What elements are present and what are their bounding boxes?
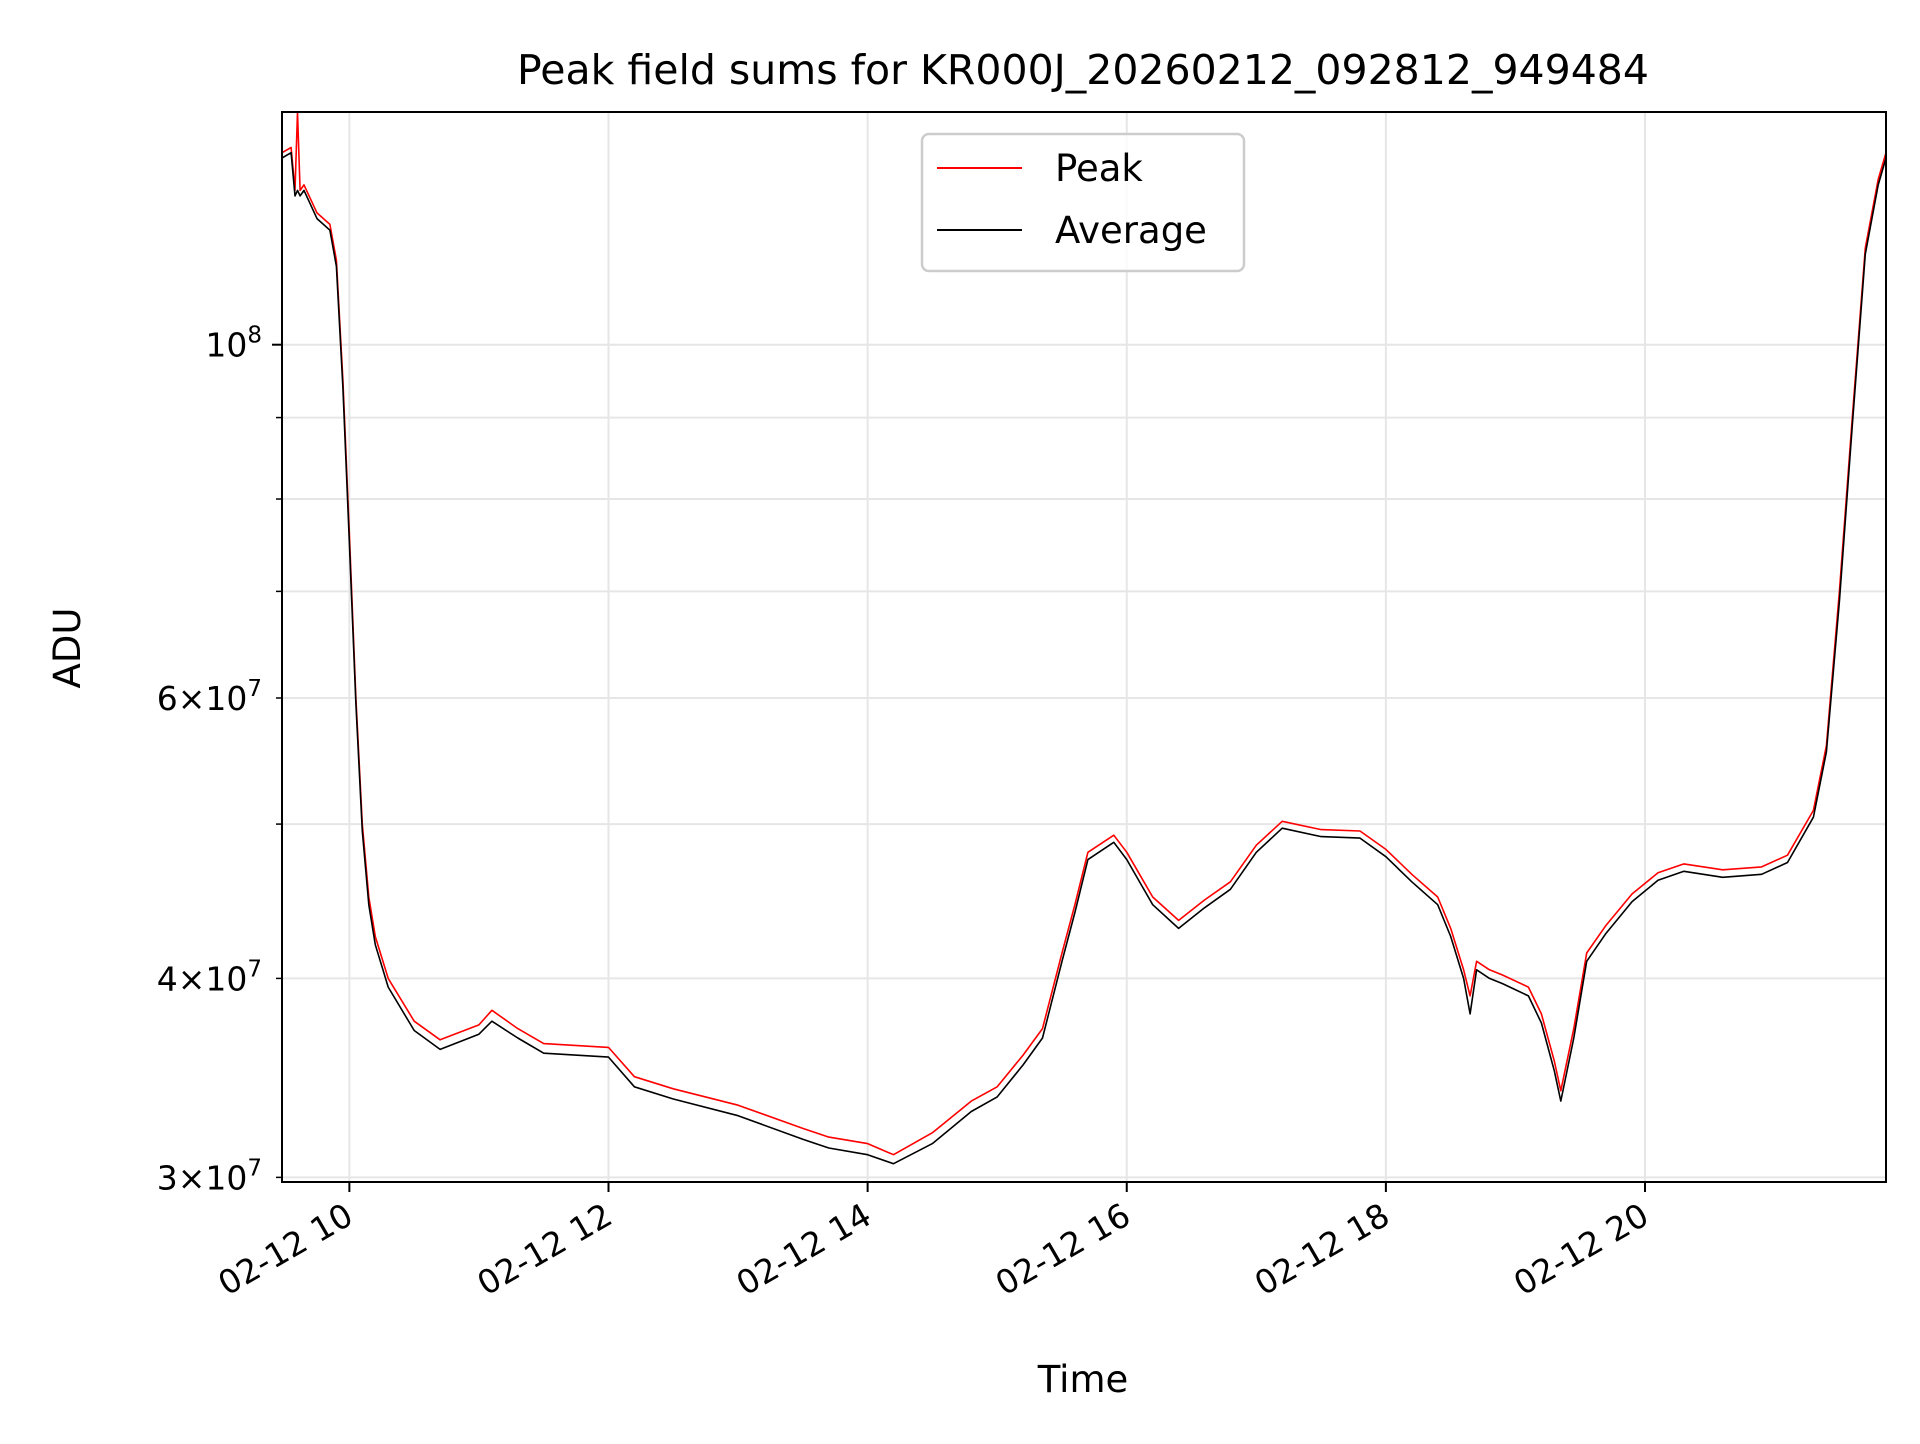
grid-lines	[282, 112, 1886, 1182]
legend-average-label: Average	[1055, 209, 1207, 252]
y-tick-label-minor-1: 4×107	[157, 956, 262, 998]
legend: Peak Average	[920, 132, 1246, 273]
series-lines	[281, 111, 1887, 1165]
y-tick-label-minor-0: 3×107	[157, 1155, 262, 1197]
x-axis-label: Time	[1037, 1358, 1129, 1401]
y-axis-ticks: 108 3×107 4×107 6×107	[157, 323, 282, 1197]
chart-title: Peak field sums for KR000J_20260212_0928…	[517, 46, 1649, 94]
y-tick-label-major-0: 108	[205, 323, 262, 365]
series-line-average	[281, 151, 1887, 1165]
y-tick-label-minor-3: 6×107	[157, 676, 262, 718]
plot-frame	[281, 111, 1887, 1183]
y-axis-label: ADU	[46, 608, 89, 689]
legend-peak-label: Peak	[1055, 147, 1143, 190]
